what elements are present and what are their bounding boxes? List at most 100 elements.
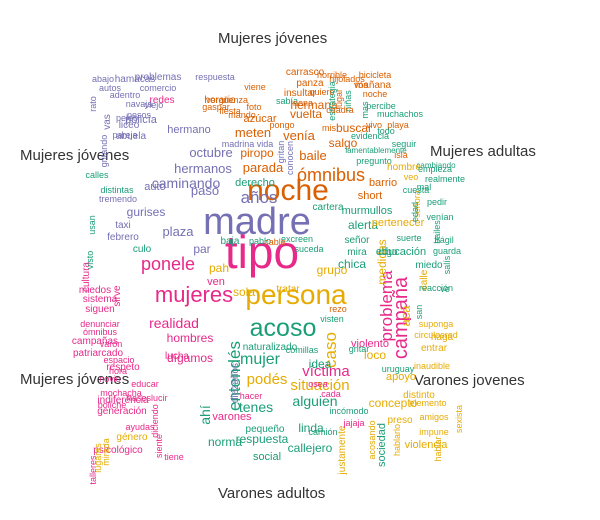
- word-42: hombres: [167, 331, 214, 345]
- word-14: víctima: [302, 363, 350, 380]
- word-137: suponga: [419, 319, 454, 329]
- word-188: isla: [394, 150, 408, 160]
- word-78: entrar: [421, 343, 448, 354]
- word-101: liceo: [119, 120, 140, 131]
- word-47: varones: [212, 411, 252, 423]
- word-13: caso: [321, 332, 340, 368]
- word-40: idea: [309, 357, 332, 371]
- word-86: psicológico: [93, 445, 143, 456]
- word-142: elemento: [409, 398, 446, 408]
- word-153: novio: [99, 374, 121, 384]
- word-54: tratar: [276, 284, 300, 295]
- word-186: conocen: [285, 141, 295, 175]
- word-158: educar: [131, 379, 159, 389]
- word-104: abajo: [92, 74, 114, 84]
- word-197: bailes: [432, 220, 442, 244]
- word-199: san: [414, 305, 424, 320]
- word-73: ahí: [197, 405, 213, 425]
- word-106: adentro: [110, 90, 141, 100]
- word-119: vergüenza: [206, 95, 248, 105]
- word-166: jajaja: [342, 418, 364, 428]
- word-181: pesos: [127, 110, 152, 120]
- word-102: problemas: [135, 72, 182, 83]
- word-92: siguen: [85, 304, 114, 315]
- word-215: horrible: [317, 70, 347, 80]
- word-45: pah: [209, 261, 229, 275]
- word-85: género: [116, 432, 148, 443]
- word-65: digo: [379, 247, 398, 258]
- word-214: quiero: [309, 87, 334, 97]
- word-122: playa: [387, 120, 409, 130]
- word-17: tenes: [239, 399, 273, 415]
- word-23: gurises: [127, 205, 166, 219]
- word-182: viejo: [145, 100, 164, 110]
- word-28: piropo: [240, 146, 274, 160]
- word-132: venían: [426, 212, 453, 222]
- word-105: autos: [99, 83, 122, 93]
- word-167: incómodo: [329, 406, 368, 416]
- word-162: tiene: [164, 452, 184, 462]
- word-41: dígamos: [167, 351, 213, 365]
- word-96: cultura: [81, 262, 92, 292]
- word-5: mujeres: [155, 282, 233, 307]
- label-upper-left: Mujeres jóvenes: [20, 147, 130, 164]
- word-80: distinto: [403, 390, 435, 401]
- word-157: ómnibus: [83, 327, 118, 337]
- word-143: sexista: [454, 405, 464, 433]
- word-216: lugar: [334, 89, 344, 109]
- word-212: sabía: [276, 96, 298, 106]
- word-53: sola: [233, 285, 255, 299]
- label-bottom: Varones adultos: [218, 485, 326, 502]
- word-6: campaña: [390, 276, 412, 359]
- word-103: hamacas: [115, 74, 156, 85]
- word-164: hacer: [240, 391, 263, 401]
- word-219: foto: [246, 102, 261, 112]
- word-161: siente: [154, 434, 164, 458]
- word-183: madrina: [222, 139, 255, 149]
- word-130: empieza: [418, 164, 452, 174]
- word-20: octubre: [189, 145, 232, 160]
- word-179: rato: [88, 96, 98, 112]
- word-213: nena: [293, 98, 313, 108]
- word-135: pedir: [427, 197, 447, 207]
- word-76: comillas: [286, 345, 319, 355]
- word-223: vos: [354, 80, 369, 90]
- word-57: acá: [398, 305, 413, 327]
- word-184: vida: [257, 139, 274, 149]
- word-178: vas: [102, 114, 113, 130]
- word-1: madre: [203, 201, 311, 243]
- word-55: calle: [419, 269, 430, 290]
- word-114: bicicleta: [359, 70, 392, 80]
- word-107: comercio: [140, 83, 177, 93]
- word-209: estrategia: [327, 81, 337, 121]
- word-69: auto: [144, 181, 165, 193]
- word-12: problema: [377, 270, 396, 341]
- word-16: podés: [247, 371, 288, 388]
- word-140: amigos: [419, 412, 449, 422]
- word-222: mis: [322, 123, 336, 133]
- word-90: patriarcado: [73, 348, 123, 359]
- word-4: acoso: [250, 314, 317, 342]
- word-115: mañana: [355, 80, 392, 91]
- label-lower-right: Varones jovenes: [414, 372, 525, 389]
- word-38: chica: [338, 257, 366, 271]
- word-141: impune: [419, 427, 449, 437]
- word-71: febrero: [107, 232, 139, 243]
- word-127: pregunto: [356, 156, 392, 166]
- word-116: carrasco: [286, 67, 325, 78]
- label-lower-left: Mujeres jóvenes: [20, 371, 130, 388]
- word-0: tipo: [225, 226, 299, 278]
- word-193: baja: [221, 236, 240, 247]
- word-48: linda: [298, 421, 324, 435]
- word-66: culo: [133, 244, 152, 255]
- word-210: niñas: [343, 90, 353, 112]
- word-151: boliche: [98, 400, 127, 410]
- word-100: policía: [125, 114, 158, 126]
- word-194: pablo: [249, 236, 271, 246]
- word-190: barrio: [369, 177, 397, 189]
- word-120: gaspar: [202, 102, 230, 112]
- word-124: percibe: [366, 101, 396, 111]
- word-19: realidad: [149, 315, 199, 331]
- word-62: murmullos: [342, 205, 393, 217]
